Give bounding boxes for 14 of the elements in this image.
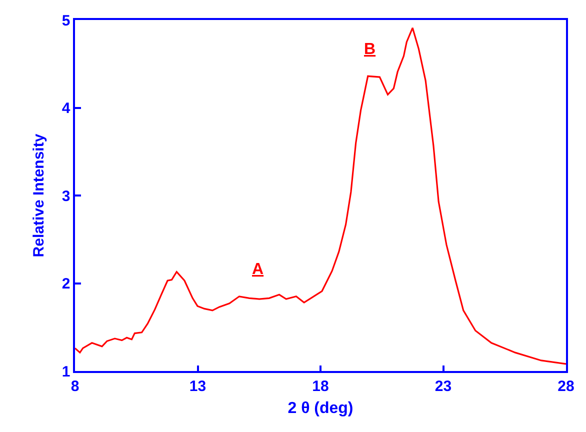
y-axis-title: Relative Intensity	[30, 133, 48, 258]
y-tick-label: 4	[62, 100, 71, 117]
x-tick-label: 8	[70, 378, 80, 395]
annotation: A	[252, 261, 264, 278]
y-tick-label: 2	[62, 276, 70, 292]
x-tick-label: 13	[189, 378, 206, 395]
y-tick-label: 3	[62, 188, 70, 205]
x-tick-label: 23	[434, 378, 452, 395]
x-axis-title: 2 θ (deg)	[288, 400, 354, 417]
x-tick-label: 18	[312, 378, 329, 395]
x-tick-label: 28	[558, 378, 574, 395]
y-tick-label: 5	[62, 12, 70, 30]
y-tick-label: 1	[62, 363, 70, 380]
annotation: B	[364, 41, 376, 58]
